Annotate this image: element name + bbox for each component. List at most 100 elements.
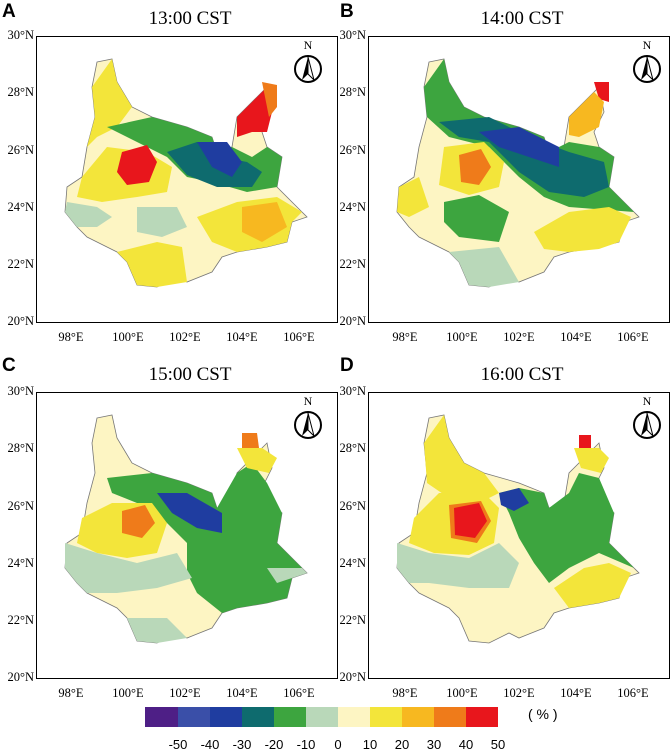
lon-label-a-102: 102°E xyxy=(169,330,201,344)
lon-label-d-100: 100°E xyxy=(446,686,478,700)
legend-label: 10 xyxy=(362,737,378,752)
region-yellow-se-b xyxy=(534,207,631,252)
lon-label-a-98: 98°E xyxy=(58,330,84,344)
legend-label: -10 xyxy=(296,737,316,752)
region-orange-ne-b xyxy=(569,92,604,137)
legend-swatch-7 xyxy=(338,707,370,727)
legend-unit: ( % ) xyxy=(528,706,558,722)
region-lightgreen-s-b xyxy=(449,247,519,287)
map-frame-d xyxy=(368,392,670,679)
region-orange-center-c xyxy=(122,505,155,538)
lon-label-a-100: 100°E xyxy=(112,330,144,344)
region-yellow-nw-a xyxy=(87,59,132,147)
region-green-main-c xyxy=(107,463,302,613)
lat-label-c-22: 22°N xyxy=(7,613,34,627)
legend-swatch-6 xyxy=(306,707,338,727)
north-label-b: N xyxy=(642,38,652,52)
region-yellow-ne-d xyxy=(574,448,609,473)
map-frame-a xyxy=(36,36,338,323)
panel-title-d: 16:00 CST xyxy=(480,364,564,385)
legend-label: 20 xyxy=(394,737,410,752)
region-yellow-se-d xyxy=(554,563,631,608)
region-lightgreen-s-a xyxy=(137,207,187,237)
panel-letter-b: B xyxy=(340,1,354,22)
legend-swatch-8 xyxy=(370,707,402,727)
legend-swatch-2 xyxy=(178,707,210,727)
region-green-sw-b xyxy=(444,195,509,242)
compass-icon xyxy=(294,55,322,83)
region-lightgreen-w-c xyxy=(65,543,192,593)
lat-label-b-20: 20°N xyxy=(339,314,366,328)
map-c xyxy=(64,414,308,644)
panel-title-b: 14:00 CST xyxy=(480,8,564,29)
north-label-a: N xyxy=(303,38,313,52)
lat-label-d-26: 26°N xyxy=(339,499,366,513)
panel-letter-c: C xyxy=(2,355,16,376)
lon-label-b-106: 106°E xyxy=(617,330,649,344)
lat-label-c-28: 28°N xyxy=(7,441,34,455)
legend-swatch-5 xyxy=(274,707,306,727)
map-a xyxy=(64,58,308,288)
region-red-hotspot-a xyxy=(117,145,157,185)
lat-label-c-26: 26°N xyxy=(7,499,34,513)
legend-swatch-9 xyxy=(402,707,434,727)
compass-icon xyxy=(633,55,661,83)
panel-title-c: 15:00 CST xyxy=(148,364,232,385)
compass-icon xyxy=(633,411,661,439)
legend-label: -20 xyxy=(264,737,284,752)
legend-swatch-1 xyxy=(145,707,178,727)
region-orange-ne-a xyxy=(262,82,277,117)
region-orange-ne-c xyxy=(242,433,259,448)
lat-label-b-30: 30°N xyxy=(339,28,366,42)
lat-label-b-26: 26°N xyxy=(339,143,366,157)
legend-label: 30 xyxy=(426,737,442,752)
region-yellow-north-d xyxy=(424,415,499,503)
panel-letter-d: D xyxy=(340,355,354,376)
lon-label-d-98: 98°E xyxy=(392,686,418,700)
lat-label-d-20: 20°N xyxy=(339,670,366,684)
lat-label-b-22: 22°N xyxy=(339,257,366,271)
lon-label-b-98: 98°E xyxy=(392,330,418,344)
legend-label: 40 xyxy=(458,737,474,752)
lon-label-a-104: 104°E xyxy=(226,330,258,344)
panel-title-a: 13:00 CST xyxy=(148,8,232,29)
region-yellow-ne-c xyxy=(237,448,277,473)
legend-swatch-11 xyxy=(466,707,498,727)
legend-swatch-10 xyxy=(434,707,466,727)
region-red-hotspot-d xyxy=(454,503,487,538)
region-orange-se-a xyxy=(242,202,287,242)
lat-label-b-24: 24°N xyxy=(339,200,366,214)
north-arrow-d: N xyxy=(630,394,664,444)
lat-label-c-30: 30°N xyxy=(7,384,34,398)
lat-label-c-24: 24°N xyxy=(7,556,34,570)
lat-label-a-26: 26°N xyxy=(7,143,34,157)
lat-label-a-28: 28°N xyxy=(7,85,34,99)
region-red-ne-d xyxy=(579,435,591,448)
region-blue-d xyxy=(499,488,529,511)
lon-label-c-106: 106°E xyxy=(283,686,315,700)
lat-label-a-22: 22°N xyxy=(7,257,34,271)
lat-label-a-30: 30°N xyxy=(7,28,34,42)
lon-label-c-104: 104°E xyxy=(226,686,258,700)
map-b xyxy=(396,58,640,288)
lon-label-b-104: 104°E xyxy=(560,330,592,344)
region-lightgreen-se-c xyxy=(267,568,307,583)
map-d xyxy=(396,414,640,644)
lon-label-c-100: 100°E xyxy=(112,686,144,700)
lat-label-c-20: 20°N xyxy=(7,670,34,684)
lon-label-d-106: 106°E xyxy=(617,686,649,700)
lon-label-c-102: 102°E xyxy=(169,686,201,700)
lat-label-d-24: 24°N xyxy=(339,556,366,570)
region-green-main-d xyxy=(499,473,634,583)
north-label-d: N xyxy=(642,394,652,408)
north-arrow-c: N xyxy=(291,394,325,444)
lat-label-a-24: 24°N xyxy=(7,200,34,214)
lon-label-d-102: 102°E xyxy=(503,686,535,700)
lat-label-d-22: 22°N xyxy=(339,613,366,627)
legend-swatch-4 xyxy=(242,707,274,727)
north-label-c: N xyxy=(303,394,313,408)
lat-label-b-28: 28°N xyxy=(339,85,366,99)
region-blue-b xyxy=(479,127,559,167)
lon-label-d-104: 104°E xyxy=(560,686,592,700)
region-lightgreen-w-d xyxy=(397,543,519,588)
